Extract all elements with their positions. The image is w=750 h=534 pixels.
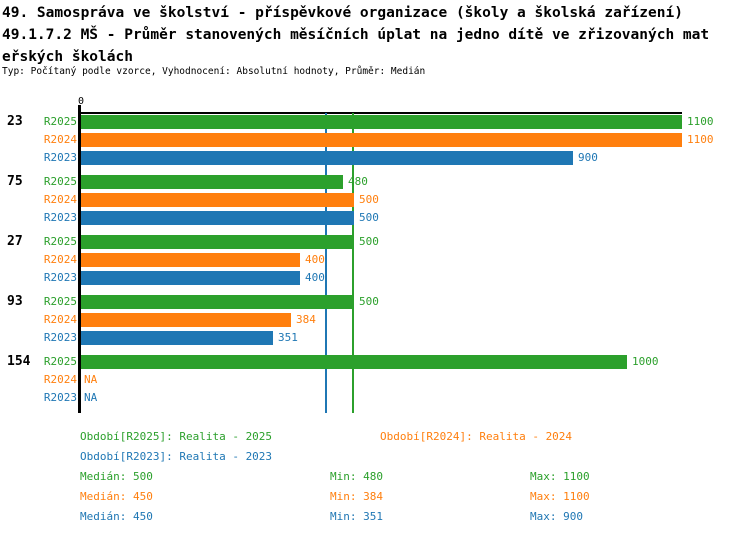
stat-min-r2023: Min: 351 <box>330 510 383 523</box>
median-reference-line-r2023 <box>324 113 327 413</box>
report-title-line-2: 49.1.7.2 MŠ - Průměr stanovených měsíční… <box>2 27 710 43</box>
stat-median-r2025: Medián: 500 <box>80 470 153 483</box>
legend-item-r2023: Období[R2023]: Realita - 2023 <box>80 450 273 463</box>
group-label: 75 <box>7 174 23 189</box>
bar-r2023 <box>81 211 354 225</box>
bar-value-label: 500 <box>359 193 379 206</box>
bar-r2025 <box>81 295 354 309</box>
series-label-r2024: R2024 <box>43 133 77 146</box>
series-label-r2025: R2025 <box>43 235 77 248</box>
bar-r2025 <box>81 235 354 249</box>
series-label-r2023: R2023 <box>43 151 77 164</box>
report-title-line-3: eřských školách <box>2 49 133 65</box>
na-value-label: NA <box>84 391 98 404</box>
bar-r2024 <box>81 133 682 147</box>
bar-r2023 <box>81 331 273 345</box>
x-axis-line <box>80 112 682 114</box>
bar-r2023 <box>81 151 573 165</box>
bar-value-label: 400 <box>305 253 325 266</box>
bar-value-label: 384 <box>296 313 316 326</box>
series-label-r2025: R2025 <box>43 175 77 188</box>
bar-value-label: 1100 <box>687 133 714 146</box>
series-label-r2024: R2024 <box>43 253 77 266</box>
report-title: 49. Samospráva ve školství - příspěvkové… <box>2 2 709 68</box>
stat-max-r2023: Max: 900 <box>530 510 583 523</box>
bar-value-label: 500 <box>359 295 379 308</box>
bar-value-label: 900 <box>578 151 598 164</box>
bar-value-label: 1100 <box>687 115 714 128</box>
median-reference-line-r2025 <box>352 113 355 413</box>
stat-max-r2025: Max: 1100 <box>530 470 590 483</box>
x-axis-origin-label: 0 <box>77 96 85 107</box>
bar-r2024 <box>81 253 300 267</box>
bar-r2024 <box>81 313 291 327</box>
group-label: 154 <box>7 354 31 369</box>
bar-value-label: 1000 <box>632 355 659 368</box>
bar-r2025 <box>81 175 343 189</box>
series-label-r2023: R2023 <box>43 391 77 404</box>
series-label-r2024: R2024 <box>43 313 77 326</box>
group-label: 93 <box>7 294 23 309</box>
bar-r2023 <box>81 271 300 285</box>
series-label-r2025: R2025 <box>43 355 77 368</box>
bar-r2025 <box>81 115 682 129</box>
series-label-r2023: R2023 <box>43 331 77 344</box>
report-title-line-1: 49. Samospráva ve školství - příspěvkové… <box>2 5 683 21</box>
series-label-r2024: R2024 <box>43 373 77 386</box>
series-label-r2023: R2023 <box>43 271 77 284</box>
legend-item-r2024: Období[R2024]: Realita - 2024 <box>380 430 573 443</box>
series-label-r2024: R2024 <box>43 193 77 206</box>
stat-median-r2024: Medián: 450 <box>80 490 153 503</box>
y-axis-line <box>78 105 81 413</box>
bar-value-label: 480 <box>348 175 368 188</box>
bar-value-label: 500 <box>359 235 379 248</box>
stat-median-r2023: Medián: 450 <box>80 510 153 523</box>
series-label-r2023: R2023 <box>43 211 77 224</box>
na-value-label: NA <box>84 373 98 386</box>
series-label-r2025: R2025 <box>43 295 77 308</box>
group-label: 27 <box>7 234 23 249</box>
series-label-r2025: R2025 <box>43 115 77 128</box>
group-label: 23 <box>7 114 23 129</box>
bar-value-label: 400 <box>305 271 325 284</box>
report-subtitle: Typ: Počítaný podle vzorce, Vyhodnocení:… <box>2 66 426 77</box>
bar-r2024 <box>81 193 354 207</box>
stat-min-r2024: Min: 384 <box>330 490 383 503</box>
bar-value-label: 500 <box>359 211 379 224</box>
bar-r2025 <box>81 355 627 369</box>
stat-max-r2024: Max: 1100 <box>530 490 590 503</box>
legend-item-r2025: Období[R2025]: Realita - 2025 <box>80 430 273 443</box>
stat-min-r2025: Min: 480 <box>330 470 383 483</box>
bar-chart: 0 23 R2025 1100 R2024 1100 R2023 900 75 R2025 480… <box>0 95 750 425</box>
bar-value-label: 351 <box>278 331 298 344</box>
